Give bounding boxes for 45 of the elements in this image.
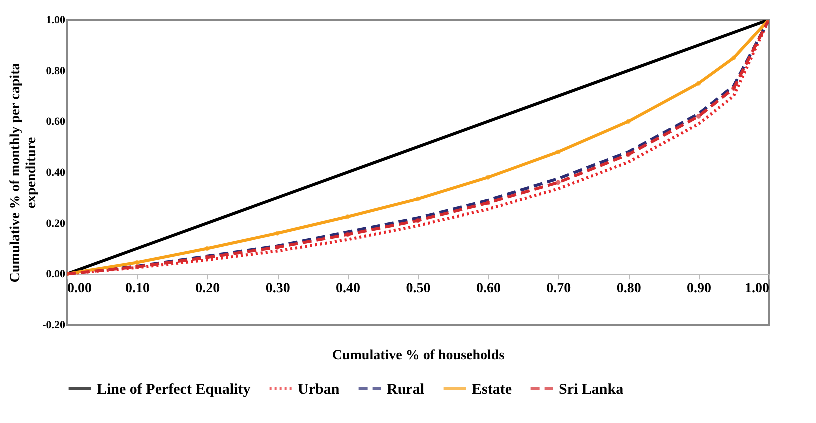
x-tick-label: 0.30 bbox=[266, 282, 290, 297]
x-tick-label: 0.80 bbox=[616, 282, 642, 297]
point bbox=[205, 246, 210, 252]
point bbox=[345, 232, 350, 238]
x-tick-label: 0.00 bbox=[68, 282, 92, 297]
legend-label: Urban bbox=[298, 382, 340, 398]
point bbox=[205, 255, 210, 260]
x-tick-label: 0.50 bbox=[406, 282, 431, 297]
point bbox=[486, 200, 491, 206]
point bbox=[134, 264, 140, 270]
point bbox=[486, 175, 491, 180]
y-tick-label: 1.00 bbox=[46, 14, 66, 26]
y-tick-label: 0.00 bbox=[46, 268, 66, 281]
point bbox=[345, 214, 350, 220]
point bbox=[275, 245, 280, 250]
point bbox=[626, 119, 631, 124]
point bbox=[556, 180, 561, 186]
x-tick-label: 0.70 bbox=[546, 282, 572, 297]
point bbox=[134, 260, 140, 266]
point bbox=[732, 86, 736, 91]
x-tick-label: 1.00 bbox=[745, 282, 770, 297]
y-tick-label: 0.40 bbox=[46, 167, 66, 179]
point bbox=[416, 218, 420, 224]
x-axis-title: Cumulative % of households bbox=[332, 348, 506, 364]
x-tick-label: 0.10 bbox=[125, 282, 150, 297]
legend-label: Estate bbox=[472, 382, 512, 398]
x-tick-label: 0.60 bbox=[476, 282, 501, 297]
y-tick-label: 0.80 bbox=[46, 65, 66, 78]
legend-label: Line of Perfect Equality bbox=[97, 382, 252, 398]
x-tick-label: 0.20 bbox=[196, 282, 220, 297]
point bbox=[696, 81, 702, 86]
legend-label: Sri Lanka bbox=[559, 382, 624, 398]
point bbox=[275, 231, 280, 236]
point bbox=[626, 152, 631, 158]
point bbox=[696, 114, 702, 119]
x-tick-label: 0.90 bbox=[687, 282, 712, 297]
point bbox=[732, 56, 736, 60]
x-tick-label: 0.40 bbox=[336, 282, 361, 297]
y-tick-label: -0.20 bbox=[42, 320, 66, 332]
point bbox=[556, 150, 561, 155]
legend-label: Rural bbox=[387, 382, 424, 398]
point bbox=[416, 196, 420, 202]
y-axis-title: Cumulative % of monthly per capita expenditure bbox=[8, 63, 40, 283]
y-tick-label: 0.20 bbox=[46, 218, 66, 230]
y-tick-label: 0.60 bbox=[46, 116, 66, 128]
